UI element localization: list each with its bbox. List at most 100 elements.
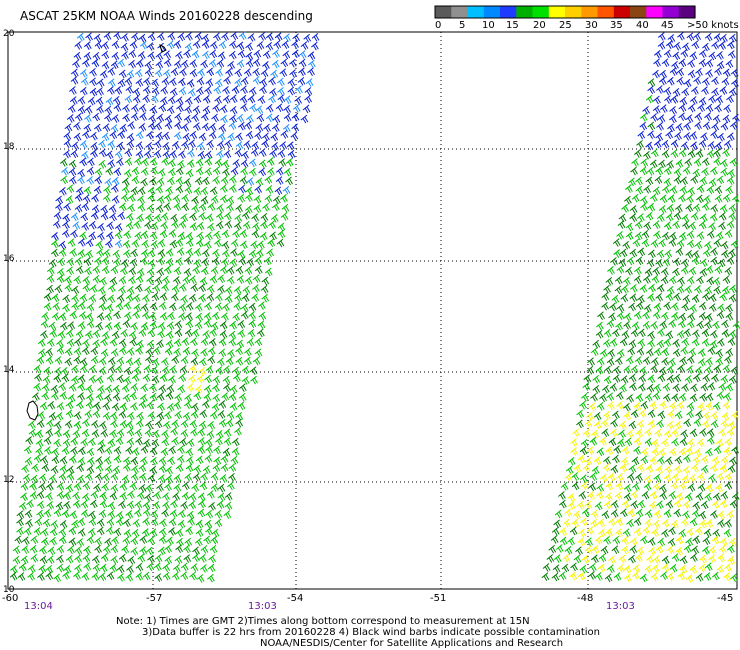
wind-barb	[688, 474, 697, 483]
wind-barb	[62, 294, 71, 304]
wind-barb	[166, 321, 175, 331]
wind-barb	[101, 256, 110, 266]
wind-barb	[649, 456, 658, 465]
wind-barb	[652, 105, 661, 114]
wind-barb	[210, 472, 219, 481]
wind-barb	[696, 184, 705, 194]
wind-barb	[229, 40, 237, 50]
wind-barb	[663, 86, 672, 96]
wind-barb	[671, 302, 679, 311]
wind-barb	[114, 150, 123, 159]
wind-barb	[223, 149, 232, 159]
wind-barb	[612, 238, 621, 247]
wind-barb	[123, 376, 132, 385]
wind-barb	[678, 481, 687, 491]
wind-barb	[169, 77, 177, 87]
wind-barb	[598, 528, 606, 538]
wind-barb	[36, 419, 45, 428]
wind-barb	[652, 186, 661, 196]
wind-barb	[626, 472, 635, 482]
wind-barb	[220, 176, 229, 185]
wind-barb	[175, 166, 184, 176]
wind-barb	[228, 330, 237, 340]
wind-barb	[604, 573, 613, 583]
wind-barb	[154, 68, 163, 78]
wind-barb	[130, 186, 139, 196]
wind-barb	[579, 400, 587, 410]
wind-barb	[250, 148, 259, 157]
wind-barb	[16, 526, 24, 536]
wind-barb	[647, 409, 656, 419]
wind-barb	[41, 537, 49, 546]
pass-time-3: 13:03	[606, 601, 635, 612]
wind-barb	[717, 132, 725, 142]
wind-barb	[730, 366, 739, 375]
wind-barb	[620, 293, 629, 303]
wind-barb	[188, 275, 197, 285]
wind-barb	[715, 356, 724, 366]
wind-barb	[226, 266, 235, 275]
wind-barb	[663, 473, 672, 483]
wind-barb	[117, 211, 126, 221]
wind-barb	[567, 501, 576, 510]
wind-barb	[203, 384, 212, 394]
wind-barb	[58, 248, 67, 257]
wind-barb	[150, 166, 159, 176]
wind-barb	[650, 321, 659, 330]
legend-swatch	[483, 6, 501, 18]
wind-barb	[222, 365, 231, 374]
wind-barb	[635, 472, 643, 482]
wind-barb	[106, 373, 115, 383]
wind-barb	[80, 500, 89, 509]
wind-barb	[142, 94, 151, 104]
wind-barb	[229, 258, 238, 267]
wind-barb	[17, 572, 26, 581]
wind-barb	[187, 149, 195, 158]
wind-barb	[165, 257, 174, 267]
wind-barb	[77, 168, 85, 178]
wind-barb	[601, 292, 610, 301]
wind-barb	[708, 94, 716, 104]
wind-barb	[307, 51, 316, 60]
wind-barb	[181, 202, 190, 212]
wind-barb	[126, 500, 135, 510]
wind-barb	[258, 159, 267, 169]
wind-barb	[646, 258, 655, 268]
wind-barb	[592, 375, 601, 384]
wind-barb	[173, 483, 182, 493]
wind-barb	[638, 374, 647, 383]
wind-barb	[708, 222, 716, 231]
wind-barb	[9, 571, 18, 581]
wind-barb	[647, 419, 656, 429]
wind-barb	[684, 158, 693, 167]
wind-barb	[653, 139, 662, 149]
wind-barb	[83, 562, 92, 571]
wind-barb	[190, 337, 198, 347]
wind-barb	[599, 348, 608, 358]
wind-barb	[142, 571, 151, 581]
wind-barb	[244, 121, 253, 130]
wind-barb	[718, 221, 726, 231]
wind-barb	[45, 428, 54, 437]
wind-barb	[647, 339, 655, 348]
wind-barb	[67, 104, 76, 113]
wind-barb	[217, 274, 226, 283]
wind-barb	[113, 167, 122, 177]
wind-barb	[112, 257, 121, 267]
wind-barb	[252, 76, 261, 85]
wind-barb	[140, 456, 148, 465]
note-line-1: Note: 1) Times are GMT 2)Times along bot…	[116, 616, 530, 627]
wind-barb	[148, 121, 156, 131]
wind-barb	[162, 571, 171, 581]
wind-barb	[189, 212, 197, 222]
wind-barb	[126, 286, 135, 295]
wind-barb	[252, 356, 261, 366]
wind-barb	[720, 419, 729, 429]
wind-barb	[113, 31, 122, 40]
wind-barb	[75, 265, 84, 275]
wind-barb	[182, 481, 190, 490]
wind-barb	[210, 483, 219, 492]
wind-barb	[129, 40, 138, 50]
wind-barb	[229, 184, 237, 193]
wind-barb	[124, 157, 133, 167]
